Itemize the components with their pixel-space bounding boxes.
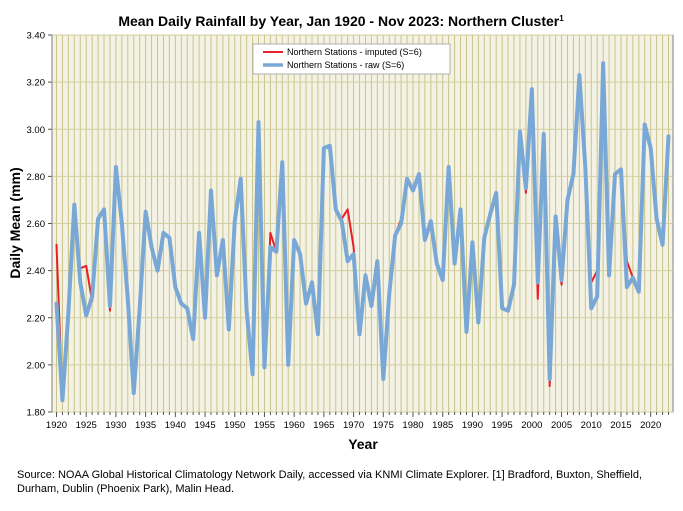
y-tick-label: 3.00: [27, 125, 46, 136]
x-tick-label: 1990: [462, 420, 483, 431]
x-axis-ticks: 1920 1925 1930 1935 1940 1945 1950 1955 1960 1965…: [46, 412, 669, 431]
y-tick-label: 1.80: [27, 408, 46, 419]
x-tick-label: 2000: [521, 420, 542, 431]
x-tick-label: 1940: [165, 420, 186, 431]
series-line-raw: [54, 61, 671, 403]
x-tick-label: 1930: [105, 420, 126, 431]
x-tick-label: 1920: [46, 420, 67, 431]
x-tick-label: 1995: [492, 420, 513, 431]
y-tick-label: 2.80: [27, 172, 46, 183]
x-tick-label: 1970: [343, 420, 364, 431]
y-tick-label: 3.40: [27, 31, 46, 42]
x-tick-label: 1950: [224, 420, 245, 431]
legend-label-imputed: Northern Stations - imputed (S=6): [287, 47, 422, 57]
x-tick-label: 1945: [194, 420, 215, 431]
y-tick-label: 3.20: [27, 78, 46, 89]
x-tick-label: 2005: [551, 420, 572, 431]
x-tick-label: 1960: [284, 420, 305, 431]
y-tick-label: 2.40: [27, 266, 46, 277]
y-axis-ticks: 1.80 2.00 2.20 2.40 2.60 2.80 3.00 3.20 3.40: [27, 31, 52, 419]
x-tick-label: 2020: [640, 420, 661, 431]
series-layer: [54, 61, 671, 403]
legend: Northern Stations - imputed (S=6) Northe…: [252, 43, 451, 75]
legend-box: [252, 43, 451, 75]
legend-label-raw: Northern Stations - raw (S=6): [287, 60, 404, 70]
chart-title: Mean Daily Rainfall by Year, Jan 1920 - …: [118, 13, 564, 29]
x-tick-label: 2015: [610, 420, 631, 431]
y-axis-title: Daily Mean (mm): [7, 167, 23, 278]
x-tick-label: 1935: [135, 420, 156, 431]
x-tick-label: 2010: [581, 420, 602, 431]
y-tick-label: 2.20: [27, 313, 46, 324]
x-tick-label: 1955: [254, 420, 275, 431]
y-tick-label: 2.00: [27, 360, 46, 371]
x-axis-title: Year: [348, 436, 378, 452]
x-tick-label: 1975: [373, 420, 394, 431]
y-tick-label: 2.60: [27, 219, 46, 230]
x-tick-label: 1980: [402, 420, 423, 431]
title-footnote-marker: 1: [559, 14, 564, 23]
x-tick-label: 1925: [76, 420, 97, 431]
source-note: Source: NOAA Global Historical Climatolo…: [17, 469, 643, 495]
x-tick-label: 1965: [313, 420, 334, 431]
x-tick-label: 1985: [432, 420, 453, 431]
